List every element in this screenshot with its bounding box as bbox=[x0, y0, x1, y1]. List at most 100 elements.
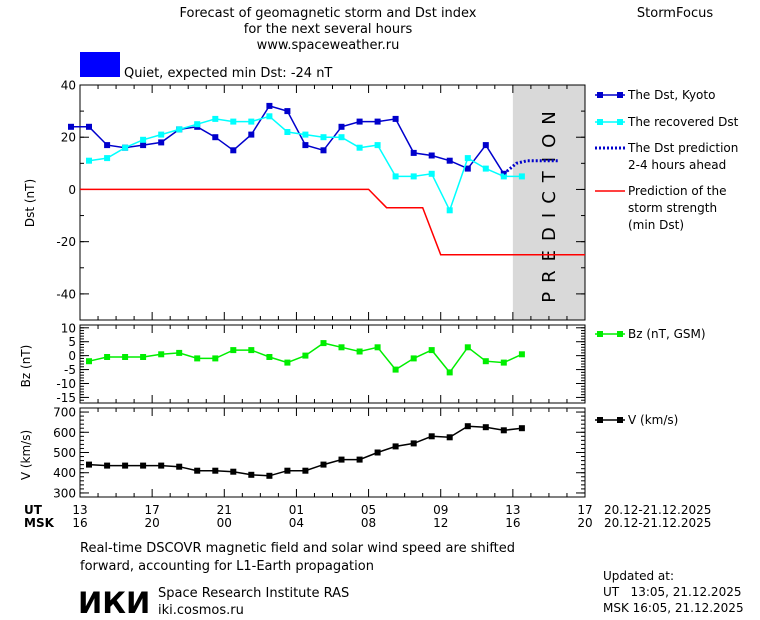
institute-name: Space Research Institute RAS bbox=[158, 586, 349, 601]
v-series-0-point bbox=[518, 425, 525, 432]
ut-date-range: 20.12-21.12.2025 bbox=[604, 503, 711, 517]
v-tick-label: 500 bbox=[53, 446, 76, 460]
dst-series-1-point bbox=[410, 173, 417, 180]
legend-v-label: V (km/s) bbox=[628, 413, 678, 427]
legend: The Dst, Kyoto The recovered Dst The Dst… bbox=[595, 88, 739, 427]
v-series-0-point bbox=[392, 443, 399, 450]
dst-series-1-point bbox=[500, 173, 507, 180]
bz-series-0-point bbox=[302, 352, 309, 359]
msk-tick-label: 16 bbox=[505, 516, 520, 530]
msk-tick-label: 08 bbox=[361, 516, 376, 530]
dst-series-1-point bbox=[356, 144, 363, 151]
bz-series-0-point bbox=[140, 354, 147, 360]
dst-series-1-point bbox=[122, 144, 129, 151]
legend-v: V (km/s) bbox=[595, 413, 678, 427]
dst-series-0-point bbox=[374, 118, 381, 125]
time-axis-ticks: 13 17 21 01 05 09 13 17 16 20 00 04 08 12 16 20 bbox=[72, 503, 592, 530]
brand-name: StormFocus bbox=[637, 6, 713, 21]
institute-site[interactable]: iki.cosmos.ru bbox=[158, 603, 244, 618]
dst-series-1-point bbox=[464, 155, 471, 162]
dst-series-0-point bbox=[428, 152, 435, 159]
dst-series bbox=[68, 102, 585, 256]
dst-series-1-point bbox=[158, 131, 165, 138]
dst-series-1-point bbox=[194, 121, 201, 128]
prediction-band bbox=[512, 85, 585, 320]
bz-tick-label: 5 bbox=[68, 335, 76, 349]
dst-series-1-point bbox=[176, 126, 183, 133]
legend-dst-kyoto: The Dst, Kyoto bbox=[595, 88, 715, 102]
v-series-0-point bbox=[140, 462, 147, 469]
v-series-0-point bbox=[176, 463, 183, 470]
bz-series-0-point bbox=[212, 355, 219, 362]
dst-series-0-point bbox=[266, 102, 273, 109]
legend-recovered-dst: The recovered Dst bbox=[595, 115, 739, 129]
v-series-0-point bbox=[104, 462, 111, 469]
dst-series-1-point bbox=[518, 173, 525, 180]
bz-series-0-point bbox=[194, 355, 201, 362]
dst-plot-frame bbox=[79, 84, 586, 321]
msk-tick-label: 04 bbox=[289, 516, 304, 530]
dst-series-1-point bbox=[320, 134, 327, 141]
dst-series-0-point bbox=[356, 118, 363, 125]
bz-series-0-point bbox=[392, 366, 399, 373]
bz-series-0-point bbox=[320, 340, 327, 347]
v-series-0-point bbox=[86, 461, 92, 468]
chart-title-line2: for the next several hours bbox=[244, 22, 413, 37]
dst-series-1-point bbox=[338, 134, 345, 141]
iki-logo: ИКИ bbox=[78, 586, 150, 620]
dst-series-0-point bbox=[338, 123, 345, 130]
legend-bz-label: Bz (nT, GSM) bbox=[628, 327, 706, 341]
v-tick-label: 400 bbox=[53, 466, 76, 480]
bz-series-0-point bbox=[482, 358, 489, 365]
bz-plot-frame bbox=[79, 324, 586, 404]
dst-series-0-point bbox=[158, 139, 165, 146]
bz-series-0-point bbox=[374, 344, 381, 351]
v-series-0-point bbox=[284, 467, 291, 474]
msk-tick-label: 16 bbox=[72, 516, 87, 530]
msk-date-range: 20.12-21.12.2025 bbox=[604, 516, 711, 530]
v-panel: 700 600 500 400 300 V (km/s) bbox=[19, 406, 586, 500]
bz-tick-label: 0 bbox=[68, 349, 76, 363]
footer-note-line2: forward, accounting for L1-Earth propaga… bbox=[80, 559, 374, 574]
v-series-0-point bbox=[266, 472, 273, 479]
legend-dst-prediction-line2: 2-4 hours ahead bbox=[628, 158, 726, 172]
ut-tick-label: 17 bbox=[577, 503, 592, 517]
legend-dst-kyoto-label: The Dst, Kyoto bbox=[627, 88, 715, 102]
ut-row-label: UT bbox=[24, 503, 43, 517]
dst-series-0-point bbox=[446, 157, 453, 164]
source-url[interactable]: www.spaceweather.ru bbox=[257, 38, 400, 53]
dst-series-0-point bbox=[392, 115, 399, 122]
v-tick-label: 700 bbox=[53, 406, 76, 420]
legend-dst-prediction-line1: The Dst prediction bbox=[627, 141, 738, 155]
bz-series-0-point bbox=[518, 351, 525, 358]
bz-series-0-point bbox=[266, 354, 273, 360]
dst-tick-label: -40 bbox=[56, 287, 76, 301]
legend-storm-strength-line1: Prediction of the bbox=[628, 184, 727, 198]
v-tick-label: 600 bbox=[53, 426, 76, 440]
dst-series-1-point bbox=[374, 142, 381, 149]
v-series-0-point bbox=[356, 456, 363, 463]
dst-series-3-line bbox=[80, 188, 585, 256]
bz-series-0-point bbox=[122, 354, 129, 360]
msk-tick-label: 20 bbox=[577, 516, 592, 530]
ut-tick-label: 01 bbox=[289, 503, 304, 517]
msk-tick-label: 20 bbox=[145, 516, 160, 530]
bz-series-0-point bbox=[104, 354, 111, 360]
dst-series-1-point bbox=[140, 136, 147, 143]
legend-storm-strength-line3: (min Dst) bbox=[628, 218, 684, 232]
dst-series-1-point bbox=[284, 129, 291, 135]
dst-series-0-point bbox=[230, 147, 237, 154]
bz-series-0-point bbox=[176, 349, 183, 356]
dst-tick-label: 40 bbox=[61, 79, 76, 93]
bz-series bbox=[86, 340, 525, 376]
dst-series-1-point bbox=[446, 207, 453, 214]
dst-series-0-point bbox=[302, 142, 309, 149]
v-series-0-point bbox=[302, 467, 309, 474]
dst-series-1-point bbox=[428, 170, 435, 177]
v-series bbox=[86, 423, 525, 479]
dst-tick-label: 20 bbox=[61, 131, 76, 145]
dst-series-0-point bbox=[212, 134, 219, 141]
v-y-ticks: 700 600 500 400 300 bbox=[53, 406, 586, 500]
